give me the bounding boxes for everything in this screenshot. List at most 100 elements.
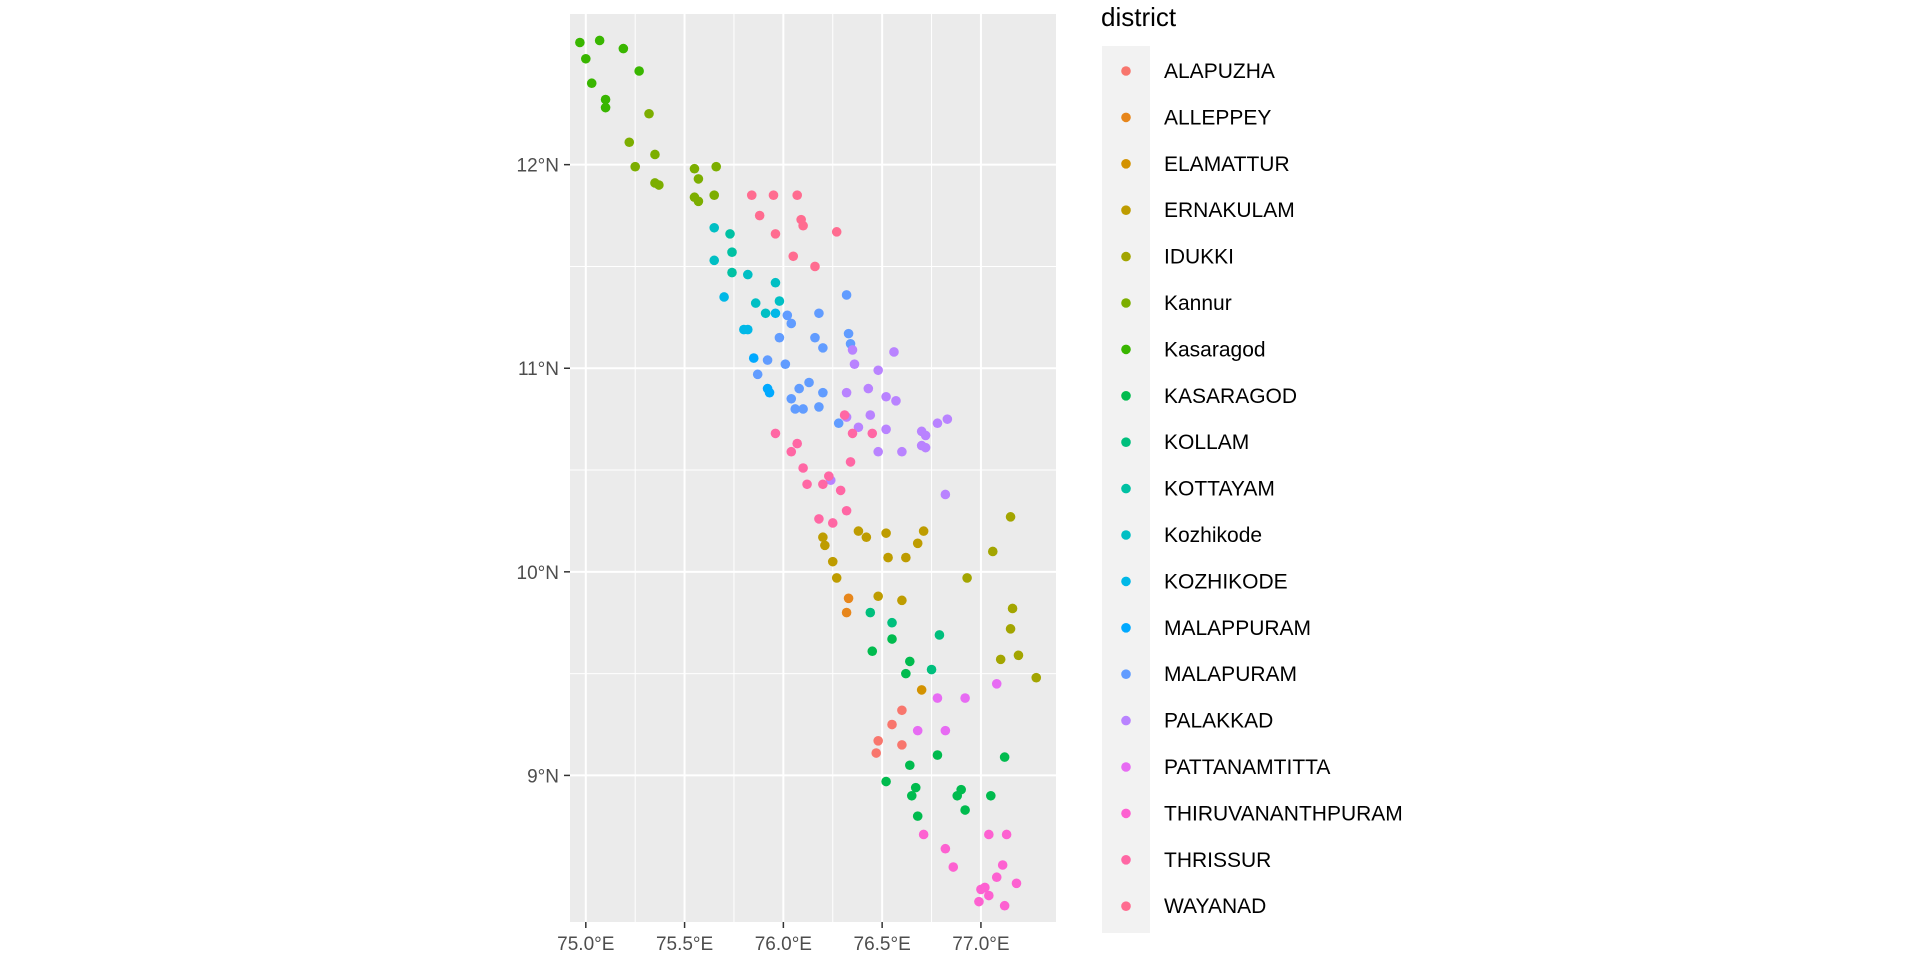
data-point-kozhikode — [770, 277, 781, 288]
data-point-wayanad — [798, 220, 808, 231]
y-tick-label: 11°N — [518, 359, 559, 380]
legend-key-kozhikode — [1121, 530, 1131, 540]
data-point-thiruvananthpuram — [999, 900, 1010, 911]
data-point-kasaragod — [906, 790, 917, 801]
x-tick-label: 76.0°E — [755, 934, 812, 955]
legend-key-alleppey — [1121, 112, 1131, 123]
legend-label-elamattur: ELAMATTUR — [1164, 153, 1290, 176]
data-point-ernakulam — [912, 538, 923, 549]
data-point-thrissur — [818, 479, 828, 490]
data-point-malapuram — [794, 383, 804, 394]
data-points — [575, 35, 1042, 911]
data-point-kasaragod — [600, 94, 611, 105]
legend-key-wayanad — [1121, 901, 1131, 911]
legend-label-ernakulam: ERNAKULAM — [1164, 199, 1295, 222]
legend-label-malapuram: MALAPURAM — [1164, 663, 1297, 686]
plot-panel — [570, 14, 1056, 922]
data-point-thiruvananthpuram — [1001, 829, 1012, 840]
data-point-thrissur — [798, 463, 808, 473]
data-point-kannur — [709, 190, 720, 200]
data-point-thrissur — [824, 471, 834, 481]
data-point-ernakulam — [881, 528, 891, 538]
data-point-kasaragod — [586, 78, 597, 89]
data-point-wayanad — [768, 190, 779, 200]
legend-key-kozhikode — [1121, 576, 1131, 587]
legend-key-idukki — [1121, 251, 1131, 262]
data-point-kannur — [693, 174, 704, 184]
data-point-thrissur — [827, 518, 838, 528]
data-point-idukki — [962, 573, 972, 583]
data-point-ernakulam — [827, 556, 838, 567]
data-point-kozhikode — [750, 298, 761, 308]
data-point-thrissur — [802, 479, 812, 490]
legend-key-thiruvananthpuram — [1121, 808, 1131, 819]
data-point-idukki — [1005, 512, 1016, 522]
data-point-kozhikode — [709, 222, 720, 233]
data-point-kannur — [624, 137, 635, 148]
legend-key-thrissur — [1121, 855, 1131, 865]
data-point-thrissur — [845, 457, 856, 467]
data-point-kollam — [934, 630, 945, 640]
data-point-thiruvananthpuram — [984, 890, 994, 901]
data-point-thrissur — [814, 514, 824, 524]
legend-label-thrissur: THRISSUR — [1164, 849, 1271, 872]
legend-key-pattanamtitta — [1121, 762, 1131, 772]
x-tick-label: 77.0°E — [952, 934, 1009, 955]
legend-label-kozhikode: Kozhikode — [1164, 524, 1262, 547]
data-point-kozhikode — [774, 296, 785, 306]
legend-label-palakkad: PALAKKAD — [1164, 710, 1273, 733]
data-point-malapuram — [810, 332, 820, 343]
data-point-alleppey — [841, 607, 852, 618]
legend: district ALAPUZHA ALLEPPEY ELAMATTUR ERNAKU… — [1101, 2, 1403, 933]
data-point-ernakulam — [901, 552, 911, 563]
data-point-idukki — [995, 654, 1006, 665]
data-point-malapuram — [798, 404, 808, 414]
data-point-kasaragod — [600, 102, 611, 113]
data-point-kasaragod — [867, 646, 878, 657]
data-point-alleppey — [843, 593, 854, 604]
data-point-alapuzha — [887, 719, 897, 730]
data-point-alapuzha — [897, 705, 907, 716]
legend-key-alapuzha — [1121, 66, 1131, 76]
data-point-wayanad — [792, 190, 802, 200]
data-point-kannur — [644, 108, 654, 119]
legend-label-alleppey: ALLEPPEY — [1164, 106, 1271, 129]
data-point-kottayam — [727, 247, 737, 257]
data-point-malapuram — [818, 387, 828, 398]
legend-label-kottayam: KOTTAYAM — [1164, 478, 1275, 501]
data-point-malapuram — [814, 308, 824, 319]
data-point-malapuram — [786, 393, 797, 404]
data-point-pattanamtitta — [991, 679, 1002, 689]
data-point-palakkad — [865, 410, 876, 420]
data-point-palakkad — [942, 414, 953, 424]
data-point-malappuram — [748, 353, 759, 363]
legend-label-wayanad: WAYANAD — [1164, 895, 1266, 918]
data-point-thrissur — [835, 485, 846, 496]
data-point-idukki — [1005, 624, 1016, 634]
data-point-idukki — [1031, 672, 1042, 683]
data-point-malapuram — [786, 318, 797, 329]
legend-key-ernakulam — [1121, 205, 1131, 215]
legend-key-elamattur — [1121, 159, 1131, 169]
data-point-kasaragod — [887, 634, 897, 644]
data-point-kozhikode — [743, 324, 753, 335]
data-point-kasaragod — [910, 782, 921, 793]
y-tick-label: 9°N — [527, 766, 559, 787]
data-point-pattanamtitta — [960, 693, 970, 703]
data-point-kasaragod — [912, 811, 923, 821]
data-point-palakkad — [841, 387, 852, 398]
legend-label-malappuram: MALAPPURAM — [1164, 617, 1311, 640]
data-point-thiruvananthpuram — [948, 862, 959, 872]
data-point-thrissur — [839, 410, 850, 420]
data-point-palakkad — [849, 359, 860, 369]
data-point-ernakulam — [861, 532, 872, 543]
data-point-idukki — [1013, 650, 1024, 661]
data-point-kottayam — [725, 229, 735, 239]
data-point-kozhikode — [743, 269, 753, 280]
data-point-malapuram — [774, 332, 785, 343]
data-point-wayanad — [810, 261, 820, 272]
data-point-ernakulam — [897, 595, 907, 606]
data-point-thrissur — [867, 428, 878, 439]
